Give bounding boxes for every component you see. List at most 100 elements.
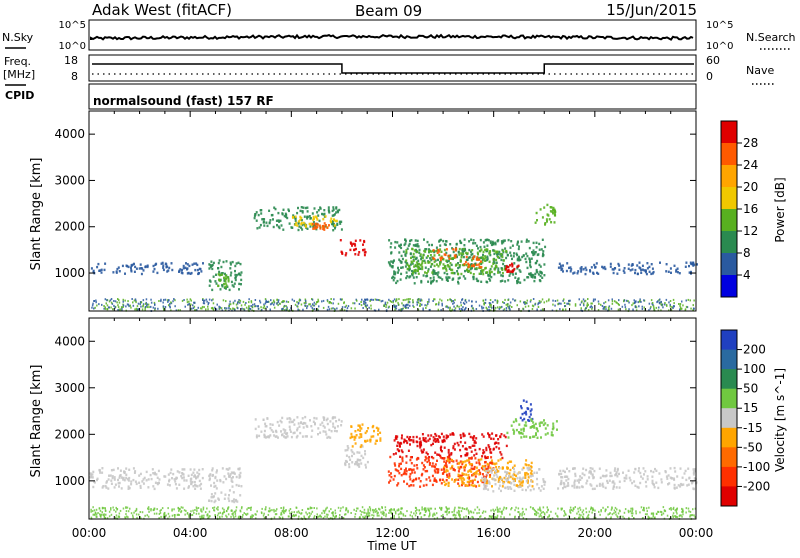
colorbar-swatch bbox=[721, 187, 737, 210]
velocity-scatter-region-0 bbox=[89, 467, 204, 491]
power-ytick-label: 2000 bbox=[54, 220, 85, 234]
velocity-xticks bbox=[88, 318, 697, 519]
power-scatter-region-10 bbox=[504, 262, 520, 274]
velocity-scatter-region-6 bbox=[387, 455, 495, 488]
colorbar-tick-label: 16 bbox=[743, 202, 758, 216]
power-ylabel: Slant Range [km] bbox=[29, 158, 44, 271]
cpid-panel-frame bbox=[88, 83, 697, 110]
nave-label: Nave bbox=[746, 64, 774, 77]
velocity-scatter-region-11 bbox=[557, 466, 698, 491]
station-title: Adak West (fitACF) bbox=[92, 1, 232, 19]
freq-unit-label: [MHz] bbox=[3, 68, 35, 81]
power-scatter-region-11 bbox=[534, 203, 557, 226]
power-scatter-region-9 bbox=[463, 255, 483, 269]
velocity-scatter-region-10 bbox=[506, 418, 558, 439]
colorbar-swatch bbox=[721, 330, 737, 351]
colorbar-swatch bbox=[721, 369, 737, 390]
velocity-colorbar: 200 100 50 15 -15 -50 -100 -200 Velocity [m s^-… bbox=[720, 329, 787, 507]
time-tick-label: 12:00 bbox=[375, 526, 410, 540]
colorbar-tick-label: 12 bbox=[743, 224, 758, 238]
velocity-scatter-region-3 bbox=[344, 445, 369, 469]
colorbar-swatch bbox=[721, 427, 737, 448]
freq-trace bbox=[92, 63, 694, 74]
colorbar-tick-label: 24 bbox=[743, 158, 758, 172]
colorbar-tick-label: 100 bbox=[743, 362, 766, 376]
time-axis-labels: 00:00 04:00 08:00 12:00 16:00 20:00 00:00 bbox=[72, 526, 714, 540]
power-ytick-label: 3000 bbox=[54, 173, 85, 187]
time-tick-label: 04:00 bbox=[173, 526, 208, 540]
power-scatter-region-13 bbox=[557, 261, 698, 276]
velocity-colorbar-label: Velocity [m s^-1] bbox=[773, 368, 787, 472]
velocity-scatter-region-8 bbox=[481, 467, 547, 493]
colorbar-tick-label: 200 bbox=[743, 343, 766, 357]
colorbar-tick-label: -50 bbox=[743, 440, 763, 454]
nsky-tick-bottom: 10^0 bbox=[59, 41, 86, 52]
cpid-label: CPID bbox=[5, 89, 34, 102]
velocity-scatter-region-4 bbox=[349, 423, 382, 449]
nsky-trace bbox=[90, 33, 694, 41]
cpid-text: normalsound (fast) 157 RF bbox=[93, 94, 274, 108]
freq-panel-frame bbox=[88, 54, 697, 82]
nsky-panel-frame bbox=[88, 19, 697, 51]
power-scatter-region-4 bbox=[311, 222, 330, 231]
nsearch-tick-bottom: 10^0 bbox=[706, 41, 733, 52]
time-axis-label: Time UT bbox=[366, 539, 417, 553]
power-ytick-label: 4000 bbox=[54, 127, 85, 141]
power-scatter-region-12 bbox=[90, 261, 204, 276]
colorbar-swatch bbox=[721, 121, 737, 144]
power-colorbar: 28 24 20 16 12 8 4 Power [dB] bbox=[720, 120, 787, 298]
time-tick-label: 00:00 bbox=[72, 526, 107, 540]
time-tick-label: 16:00 bbox=[476, 526, 511, 540]
velocity-scatter-region-5 bbox=[392, 432, 508, 460]
colorbar-tick-label: 28 bbox=[743, 136, 758, 150]
colorbar-swatch bbox=[721, 408, 737, 429]
colorbar-tick-label: 8 bbox=[743, 246, 751, 260]
power-colorbar-ticks: 28 24 20 16 12 8 4 bbox=[737, 136, 758, 282]
freq-label: Freq. bbox=[4, 55, 31, 68]
colorbar-tick-label: -100 bbox=[743, 460, 770, 474]
colorbar-swatch bbox=[721, 253, 737, 276]
colorbar-swatch bbox=[721, 209, 737, 232]
power-scatter-region-1 bbox=[217, 273, 230, 289]
velocity-data-layer bbox=[89, 399, 698, 520]
freq-tick-bottom: 8 bbox=[71, 70, 78, 83]
velocity-ylabel: Slant Range [km] bbox=[29, 365, 44, 478]
colorbar-swatch bbox=[721, 275, 737, 298]
time-tick-label: 00:00 bbox=[679, 526, 714, 540]
nsearch-tick-top: 10^5 bbox=[706, 20, 733, 31]
colorbar-tick-label: -200 bbox=[743, 479, 770, 493]
nsearch-label: N.Search bbox=[746, 31, 796, 44]
power-scatter-region-8 bbox=[432, 247, 458, 262]
date-title: 15/Jun/2015 bbox=[606, 1, 697, 19]
nsky-label: N.Sky bbox=[2, 31, 34, 44]
power-scatter-region-5 bbox=[339, 239, 367, 257]
colorbar-tick-label: 15 bbox=[743, 401, 758, 415]
velocity-ytick-label: 1000 bbox=[54, 474, 85, 488]
nsky-tick-top: 10^5 bbox=[59, 20, 86, 31]
colorbar-swatch bbox=[721, 447, 737, 468]
freq-tick-top: 18 bbox=[64, 54, 78, 67]
velocity-scatter-region-9 bbox=[519, 399, 534, 422]
power-panel: 4000 3000 2000 1000 Slant Range [km] bbox=[29, 110, 698, 312]
colorbar-swatch bbox=[721, 466, 737, 487]
colorbar-tick-label: 50 bbox=[743, 382, 758, 396]
colorbar-swatch bbox=[721, 143, 737, 166]
power-colorbar-label: Power [dB] bbox=[773, 177, 787, 242]
colorbar-swatch bbox=[721, 349, 737, 370]
time-tick-label: 08:00 bbox=[274, 526, 309, 540]
velocity-scatter-region-1 bbox=[208, 467, 243, 504]
power-colorbar-swatches bbox=[720, 120, 738, 298]
velocity-scatter-region-2 bbox=[254, 415, 343, 439]
colorbar-tick-label: 4 bbox=[743, 268, 751, 282]
nave-tick-top: 60 bbox=[706, 54, 720, 67]
velocity-yticks: 4000 3000 2000 1000 bbox=[54, 334, 696, 488]
colorbar-tick-label: -15 bbox=[743, 421, 763, 435]
velocity-colorbar-swatches bbox=[720, 329, 738, 507]
velocity-scatter-region-7 bbox=[443, 458, 534, 488]
colorbar-swatch bbox=[721, 388, 737, 409]
power-yticks: 4000 3000 2000 1000 bbox=[54, 127, 696, 280]
velocity-ytick-label: 2000 bbox=[54, 427, 85, 441]
velocity-ytick-label: 3000 bbox=[54, 381, 85, 395]
beam-title: Beam 09 bbox=[355, 2, 422, 20]
